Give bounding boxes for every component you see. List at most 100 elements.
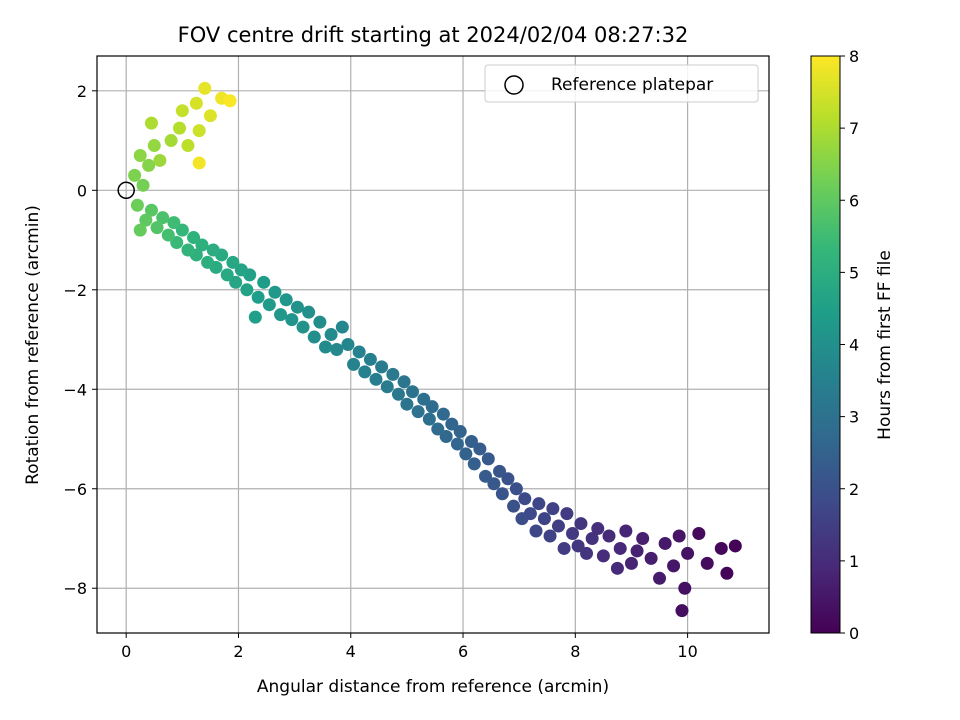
data-point [198, 81, 212, 95]
data-point [728, 539, 742, 553]
data-point [509, 482, 523, 496]
data-point [630, 544, 644, 558]
colorbar-ticks: 0 1 2 3 4 5 6 7 8 [840, 47, 859, 643]
x-tick-label: 4 [346, 642, 356, 661]
data-point [285, 313, 299, 327]
data-point [167, 216, 181, 230]
data-point [335, 320, 349, 334]
data-point [566, 527, 580, 541]
data-point [493, 464, 507, 478]
data-point [386, 367, 400, 381]
data-point [173, 121, 187, 135]
data-point [142, 158, 156, 172]
data-point [251, 290, 265, 304]
data-point [436, 407, 450, 421]
x-tick-label: 10 [677, 642, 697, 661]
data-point [195, 238, 209, 252]
data-point [591, 522, 605, 536]
colorbar-tick-label: 5 [849, 263, 859, 282]
data-point [653, 571, 667, 585]
data-point [560, 507, 574, 521]
data-point [181, 243, 195, 257]
data-point [439, 430, 453, 444]
data-point [672, 529, 686, 543]
data-point [515, 512, 529, 526]
data-point [624, 556, 638, 570]
data-point [667, 559, 681, 573]
data-point [226, 255, 240, 269]
data-point [133, 223, 147, 237]
data-point [358, 365, 372, 379]
data-point [139, 213, 153, 227]
legend-box [484, 64, 759, 103]
chart-title: FOV centre drift starting at 2024/02/04 … [178, 23, 689, 47]
data-point [206, 243, 220, 257]
data-point [557, 541, 571, 555]
data-point [495, 487, 509, 501]
y-tick-label: 0 [77, 181, 87, 200]
data-point [501, 472, 515, 486]
data-point [585, 531, 599, 545]
plot-background [97, 56, 769, 633]
data-point [187, 231, 201, 245]
data-point [574, 517, 588, 531]
data-point [161, 228, 175, 242]
x-tick-label: 8 [570, 642, 580, 661]
data-point [170, 236, 184, 250]
data-point [487, 477, 501, 491]
data-point [610, 561, 624, 575]
data-point [347, 357, 361, 371]
x-tick-label: 2 [233, 642, 243, 661]
colorbar-tick-label: 6 [849, 191, 859, 210]
data-point [363, 352, 377, 366]
legend-label-reference: Reference platepar [551, 75, 713, 95]
data-point [136, 178, 150, 192]
data-point [223, 94, 237, 108]
colorbar: 0 1 2 3 4 5 6 7 8 Hours from first FF file [810, 47, 895, 643]
data-point [400, 397, 414, 411]
data-point [596, 549, 610, 563]
data-point [201, 255, 215, 269]
legend-marker-reference [504, 75, 524, 95]
data-point [464, 434, 478, 448]
data-point [532, 497, 546, 511]
y-tick-label: −8 [63, 579, 87, 598]
y-axis-ticks: −8 −6 −4 −2 0 2 [63, 82, 97, 598]
data-point [543, 529, 557, 543]
y-tick-label: −2 [63, 281, 87, 300]
data-point [296, 320, 310, 334]
data-point [164, 134, 178, 148]
data-point [192, 156, 206, 170]
data-point [156, 211, 170, 225]
data-point [147, 139, 161, 153]
data-point [248, 310, 262, 324]
data-point [175, 104, 189, 118]
data-point [375, 360, 389, 374]
data-point [445, 417, 459, 431]
data-point [352, 345, 366, 359]
data-point [546, 502, 560, 516]
data-point [467, 457, 481, 471]
x-tick-label: 0 [121, 642, 131, 661]
data-points [128, 81, 742, 618]
data-point [406, 385, 420, 399]
data-point [133, 148, 147, 162]
y-tick-label: −6 [63, 480, 87, 499]
y-tick-label: −4 [63, 380, 87, 399]
data-point [234, 263, 248, 277]
colorbar-label: Hours from first FF file [875, 250, 895, 440]
data-point [613, 541, 627, 555]
colorbar-tick-label: 0 [849, 624, 859, 643]
data-point [678, 581, 692, 595]
data-point [580, 546, 594, 560]
plot-area: 0 2 4 6 8 10 −8 −6 −4 −2 0 2 [63, 55, 770, 661]
data-point [150, 221, 164, 235]
data-point [681, 546, 695, 560]
data-point [571, 539, 585, 553]
data-point [369, 372, 383, 386]
data-point [313, 315, 327, 329]
data-point [720, 566, 734, 580]
data-point [203, 109, 217, 123]
data-point [453, 425, 467, 439]
